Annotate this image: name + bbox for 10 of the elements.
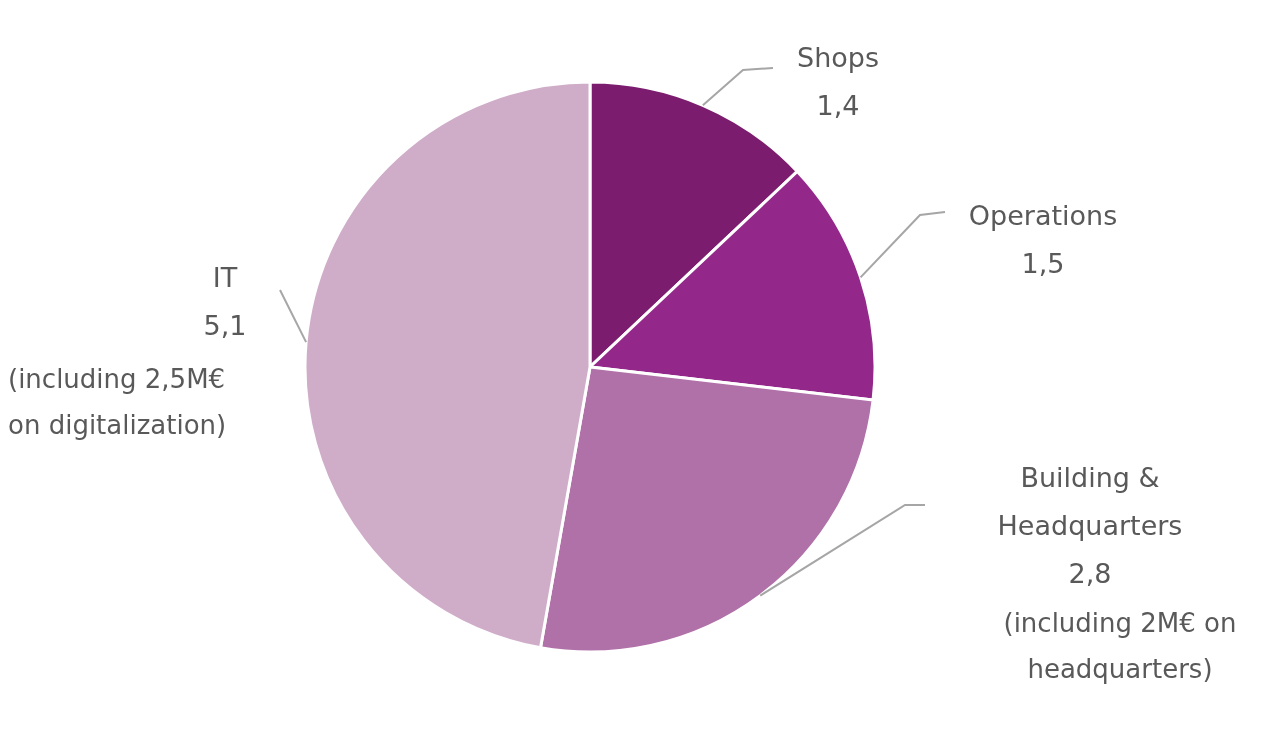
slice-label: IT	[212, 262, 238, 293]
slice-label: Building & Headquarters	[997, 462, 1183, 541]
data-label: 2,8	[1068, 558, 1112, 589]
slice-label: Operations	[968, 200, 1118, 231]
slice-label: Shops	[797, 42, 879, 73]
text: (including 2M€ on headquarters)	[1003, 608, 1237, 684]
data-label: 1,5	[1021, 248, 1065, 279]
text: (including 2,5M€ on digitalization)	[8, 364, 227, 440]
data-label: 1,4	[816, 90, 860, 121]
data-label: 5,1	[203, 310, 247, 341]
